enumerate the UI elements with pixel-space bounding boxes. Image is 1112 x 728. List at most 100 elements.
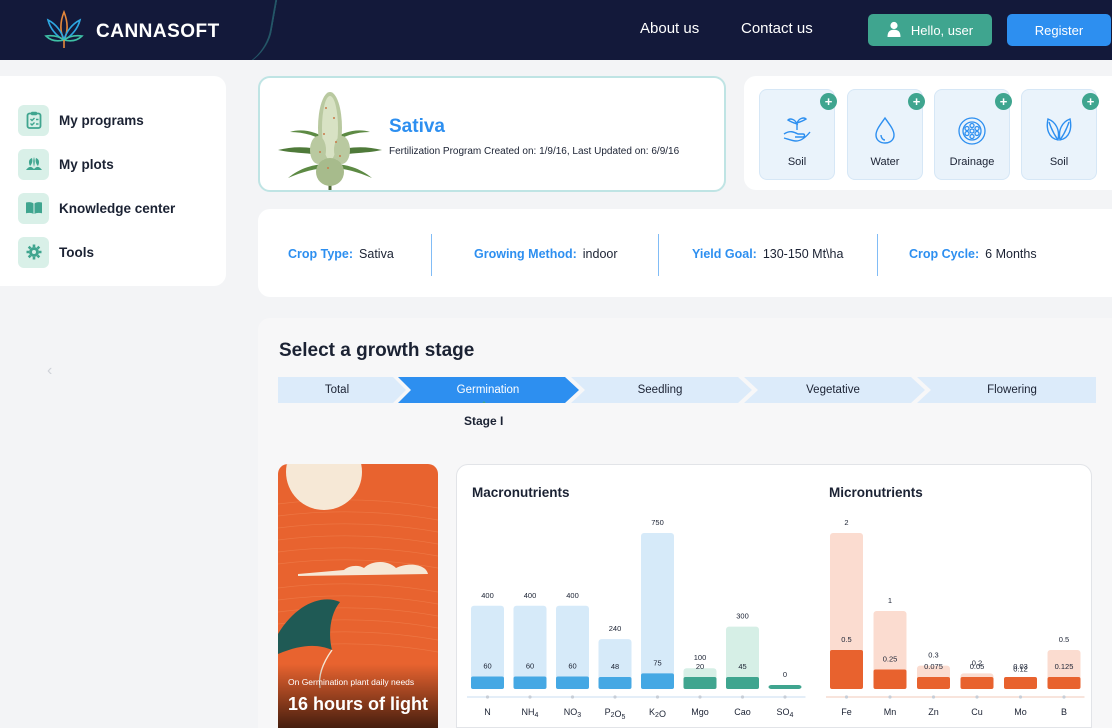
- data-label: 0.125: [1055, 662, 1074, 671]
- bar-total: [768, 685, 802, 689]
- nutrients-chart: 400 60 N 400 60 NH4 400 60 NO3 240 48 P2O5 750 75 K2O 1…: [467, 518, 1085, 721]
- tick-label: Zn: [928, 707, 939, 717]
- stage-germination[interactable]: Germination: [456, 384, 520, 396]
- info-value: indoor: [582, 247, 618, 261]
- brand-logo[interactable]: CANNASOFT: [44, 8, 220, 55]
- condition-label: Water: [870, 156, 900, 168]
- chevron-left-icon[interactable]: ‹: [47, 362, 53, 379]
- tick-label: Mn: [884, 707, 897, 717]
- bar-stage: [556, 676, 589, 689]
- data-label: 45: [738, 662, 746, 671]
- tick-dot: [931, 695, 936, 699]
- nav-about-us[interactable]: About us: [640, 20, 700, 37]
- sidebar-item-tools[interactable]: Tools: [0, 230, 226, 274]
- data-label: 0.3: [928, 651, 938, 660]
- tick-dot: [1062, 695, 1066, 699]
- condition-label: Soil: [1049, 156, 1069, 168]
- nutrients-card: Macronutrients Micronutrients 400 60 N 400 6…: [456, 464, 1092, 728]
- tick-dot: [783, 695, 787, 699]
- stage-seedling[interactable]: Seedling: [637, 384, 683, 396]
- tick-label: SO4: [777, 707, 794, 719]
- nav-contact-us[interactable]: Contact us: [741, 20, 813, 37]
- bar-stage: [471, 676, 504, 689]
- sidebar-item-label: Tools: [59, 244, 94, 260]
- data-label: 2: [844, 518, 848, 527]
- data-label: 300: [736, 612, 749, 621]
- tick-dot: [613, 695, 617, 699]
- register-button[interactable]: Register: [1007, 14, 1111, 46]
- data-label: 60: [526, 662, 534, 671]
- bar-stage: [917, 677, 950, 689]
- light-requirement-card: On Germination plant daily needs 16 hour…: [278, 464, 438, 728]
- sidebar-item-label: My plots: [59, 156, 114, 172]
- stage-vegetative-shape[interactable]: [744, 377, 925, 403]
- water-drop-icon: [848, 116, 922, 144]
- sidebar-item-label: My programs: [59, 112, 144, 128]
- tick-dot: [888, 695, 892, 699]
- condition-label: Soil: [787, 156, 807, 168]
- user-menu-button[interactable]: Hello, user: [868, 14, 992, 46]
- condition-soil-2[interactable]: + Soil: [1021, 89, 1099, 180]
- cannabis-plant-image: [274, 88, 386, 190]
- data-label: 20: [696, 662, 704, 671]
- bar-stage: [683, 677, 717, 689]
- stage-germination-shape[interactable]: [398, 377, 579, 403]
- data-label: 0.12: [1013, 665, 1028, 674]
- tick-dot: [844, 695, 849, 699]
- top-navbar: CANNASOFT About us Contact us Hello, use…: [0, 0, 1112, 60]
- sprout-hand-icon: [760, 116, 834, 142]
- stage-total-shape[interactable]: [278, 377, 406, 403]
- program-card[interactable]: Sativa Fertilization Program Created on:…: [258, 76, 726, 192]
- sunset-illustration: [278, 464, 438, 728]
- add-icon[interactable]: +: [1082, 93, 1099, 110]
- info-key: Growing Method:: [474, 247, 577, 261]
- data-label: 750: [651, 518, 664, 527]
- bar-stage: [513, 676, 547, 689]
- section-title: Select a growth stage: [279, 340, 475, 361]
- tick-label: Cao: [734, 707, 751, 717]
- stage-total[interactable]: Total: [324, 384, 350, 396]
- gear-icon: [18, 236, 49, 268]
- tick-label: Cu: [971, 707, 983, 717]
- data-label: 1: [888, 596, 892, 605]
- user-greeting: Hello, user: [910, 22, 974, 38]
- leaves-icon: [1022, 116, 1096, 142]
- data-label: 48: [611, 662, 619, 671]
- tick-label: P2O5: [605, 707, 626, 721]
- bar-stage: [1047, 677, 1081, 689]
- crop-info-strip: Crop Type: Sativa Growing Method: indoor Y…: [258, 209, 1112, 297]
- data-label: 60: [483, 662, 491, 671]
- add-icon[interactable]: +: [908, 93, 925, 110]
- info-value: Sativa: [359, 247, 394, 261]
- condition-water[interactable]: + Water: [847, 89, 925, 180]
- condition-drainage[interactable]: + Drainage: [934, 89, 1012, 180]
- divider: [877, 234, 878, 276]
- stage-flowering[interactable]: Flowering: [987, 384, 1037, 396]
- bar-stage: [641, 673, 674, 689]
- tick-dot: [975, 695, 979, 699]
- stage-number: Stage I: [464, 414, 504, 428]
- sidebar-item-my-programs[interactable]: My programs: [0, 98, 226, 142]
- add-icon[interactable]: +: [820, 93, 837, 110]
- condition-soil[interactable]: + Soil: [759, 89, 837, 180]
- data-label: 0.05: [970, 662, 985, 671]
- tick-label: Mgo: [691, 707, 709, 717]
- stage-vegetative[interactable]: Vegetative: [806, 384, 860, 396]
- data-label: 400: [566, 591, 579, 600]
- info-key: Crop Type:: [288, 247, 354, 261]
- data-label: 60: [568, 662, 576, 671]
- light-caption: On Germination plant daily needs: [288, 677, 415, 687]
- tick-label: B: [1061, 707, 1067, 717]
- clipboard-icon: [18, 104, 49, 136]
- cannabis-leaf-icon: [44, 8, 84, 55]
- stage-indicator-caret: [482, 401, 486, 403]
- sidebar: My programs My plots Knowledge center To…: [0, 76, 226, 286]
- data-label: 100: [694, 653, 707, 662]
- sidebar-item-my-plots[interactable]: My plots: [0, 142, 226, 186]
- divider: [431, 234, 432, 276]
- bar-total: [598, 639, 632, 689]
- stage-seedling-shape[interactable]: [571, 377, 752, 403]
- add-icon[interactable]: +: [995, 93, 1012, 110]
- sidebar-item-knowledge-center[interactable]: Knowledge center: [0, 186, 226, 230]
- stage-flowering-shape[interactable]: [917, 377, 1096, 403]
